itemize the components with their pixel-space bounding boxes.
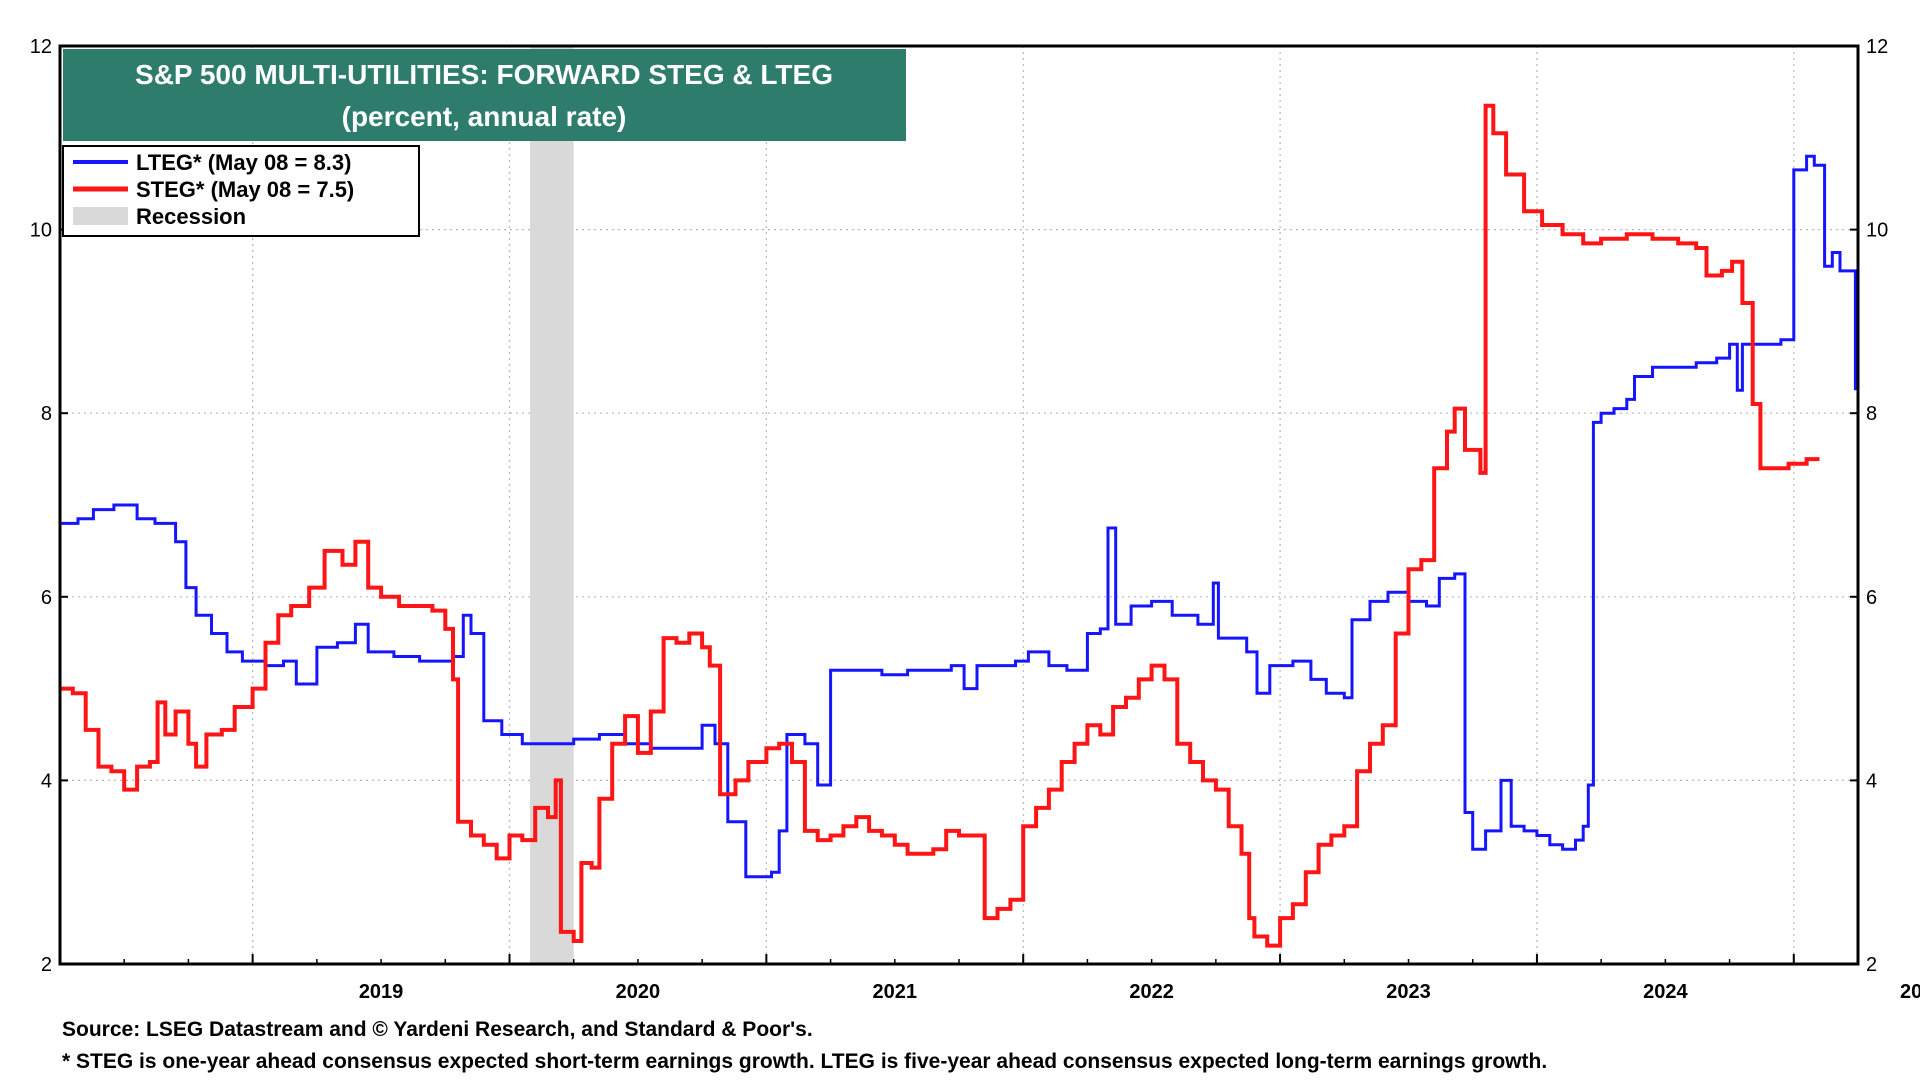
source-note: Source: LSEG Datastream and © Yardeni Re… xyxy=(62,1018,813,1041)
y-tick-label-right: 8 xyxy=(1866,403,1877,425)
legend: LTEG* (May 08 = 8.3) STEG* (May 08 = 7.5… xyxy=(62,145,420,237)
y-tick-label-right: 6 xyxy=(1866,587,1877,609)
legend-label-lteg: LTEG* (May 08 = 8.3) xyxy=(136,150,351,175)
x-axis: 2019 2020 2021 2022 2023 2024 2025 xyxy=(59,954,1920,1003)
y-tick-label-left: 2 xyxy=(41,954,52,976)
legend-swatch-recession xyxy=(73,207,128,225)
series-line-lteg xyxy=(60,154,1857,879)
title-box: S&P 500 MULTI-UTILITIES: FORWARD STEG & … xyxy=(63,49,906,141)
y-tick-label-right: 4 xyxy=(1866,770,1877,792)
chart-title: S&P 500 MULTI-UTILITIES: FORWARD STEG & … xyxy=(135,59,833,90)
y-tick-label-left: 6 xyxy=(41,587,52,609)
x-tick-label: 2020 xyxy=(616,981,661,1003)
legend-label-steg: STEG* (May 08 = 7.5) xyxy=(136,177,354,202)
y-tick-label-left: 12 xyxy=(30,36,52,58)
x-tick-label: 2023 xyxy=(1386,981,1431,1003)
x-tick-label: 2019 xyxy=(359,981,404,1003)
x-tick-label: 2022 xyxy=(1129,981,1174,1003)
series-line-steg xyxy=(60,103,1820,948)
y-tick-label-left: 4 xyxy=(41,770,52,792)
title-background xyxy=(63,49,906,141)
y-tick-label-right: 10 xyxy=(1866,220,1888,242)
y-tick-label-right: 2 xyxy=(1866,954,1877,976)
y-tick-label-left: 10 xyxy=(30,220,52,242)
y-axis-right: 2 4 6 8 10 12 xyxy=(1850,36,1888,976)
legend-item-recession: Recession xyxy=(73,204,246,229)
legend-label-recession: Recession xyxy=(136,204,246,229)
x-tick-label: 2024 xyxy=(1643,981,1688,1003)
y-tick-label-left: 8 xyxy=(41,403,52,425)
recession-band xyxy=(530,46,574,964)
legend-item-lteg: LTEG* (May 08 = 8.3) xyxy=(73,150,351,175)
y-tick-label-right: 12 xyxy=(1866,36,1888,58)
x-tick-label: 2021 xyxy=(873,981,918,1003)
recession-layer xyxy=(530,46,574,964)
footnote: * STEG is one-year ahead consensus expec… xyxy=(62,1050,1548,1073)
legend-item-steg: STEG* (May 08 = 7.5) xyxy=(73,177,354,202)
x-tick-label: 2025 xyxy=(1900,981,1920,1003)
chart-subtitle: (percent, annual rate) xyxy=(342,101,627,132)
series-layer xyxy=(60,103,1857,948)
